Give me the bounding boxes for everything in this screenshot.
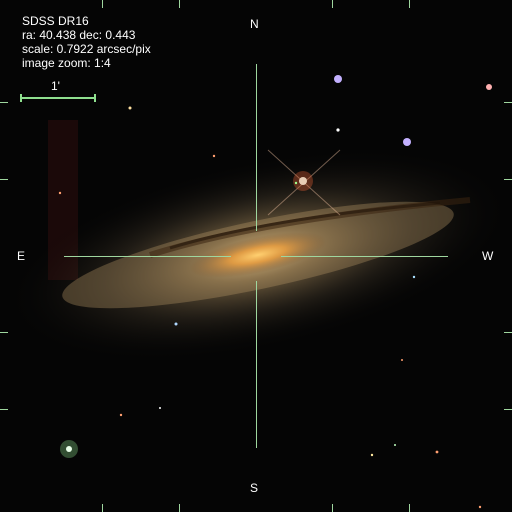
compass-west: W xyxy=(482,249,494,263)
compass-east: E xyxy=(17,249,26,263)
tick-bottom-1 xyxy=(102,504,103,512)
tick-left-2 xyxy=(0,179,8,180)
tick-bottom-2 xyxy=(179,504,180,512)
tick-top-2 xyxy=(179,0,180,8)
crosshair-south xyxy=(256,281,257,448)
tick-right-3 xyxy=(504,332,512,333)
tick-left-3 xyxy=(0,332,8,333)
tick-top-3 xyxy=(332,0,333,8)
tick-top-1 xyxy=(102,0,103,8)
scale-label: scale: 0.7922 arcsec/pix xyxy=(22,42,151,56)
tick-right-2 xyxy=(504,179,512,180)
tick-left-4 xyxy=(0,409,8,410)
survey-label: SDSS DR16 xyxy=(22,14,89,28)
tick-right-4 xyxy=(504,409,512,410)
compass-north: N xyxy=(250,17,259,31)
scalebar-label: 1' xyxy=(51,79,60,93)
compass-south: S xyxy=(250,481,259,495)
crosshair-north xyxy=(256,64,257,231)
scalebar xyxy=(20,94,96,102)
crosshair-west xyxy=(281,256,448,257)
zoom-label: image zoom: 1:4 xyxy=(22,56,111,70)
crosshair-east xyxy=(64,256,231,257)
tick-bottom-3 xyxy=(332,504,333,512)
tick-top-4 xyxy=(409,0,410,8)
tick-left-1 xyxy=(0,102,8,103)
coordinates-label: ra: 40.438 dec: 0.443 xyxy=(22,28,136,42)
tick-right-1 xyxy=(504,102,512,103)
image-info: SDSS DR16 ra: 40.438 dec: 0.443 scale: 0… xyxy=(22,14,151,70)
tick-bottom-4 xyxy=(409,504,410,512)
